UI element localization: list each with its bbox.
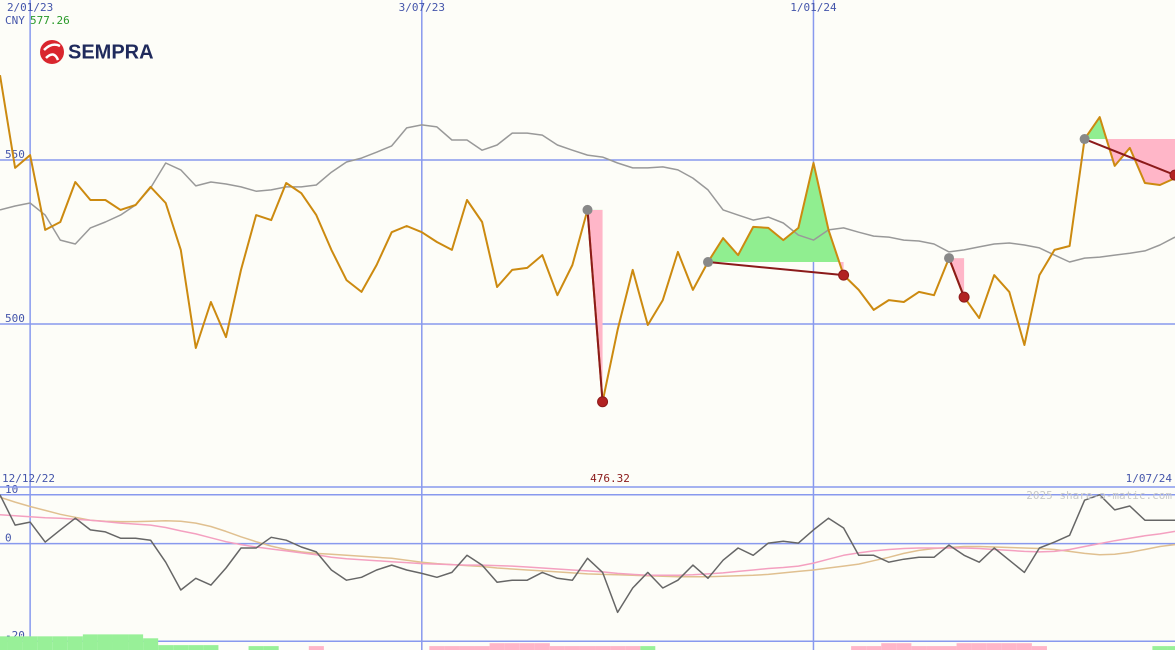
bar [429, 646, 445, 650]
bar [444, 646, 460, 650]
series-line [0, 496, 1175, 578]
signal-end [597, 396, 609, 408]
bar [595, 646, 611, 650]
y-tick-label: 10 [5, 483, 18, 496]
bar [564, 646, 580, 650]
bar [956, 643, 972, 650]
bar [158, 645, 174, 650]
x-tick-label: 3/07/23 [399, 1, 445, 14]
series-line [0, 514, 1175, 577]
bar [143, 638, 159, 650]
bar [188, 645, 204, 650]
last-price: 577.26 [30, 14, 70, 27]
bar [971, 643, 987, 650]
signal-line [1084, 138, 1175, 177]
signal-end [838, 269, 850, 281]
logo-icon [40, 40, 64, 64]
signal-start [944, 253, 955, 264]
bar [504, 643, 520, 650]
signal-fill-down [1084, 139, 1175, 185]
bar [308, 646, 324, 650]
signal-line [586, 209, 604, 402]
bar [37, 636, 53, 650]
series-line [0, 124, 1175, 263]
bar [851, 646, 867, 650]
end-date: 1/07/24 [1126, 472, 1173, 485]
y-tick-label: 500 [5, 312, 25, 325]
bar [519, 643, 535, 650]
signal-end [1169, 169, 1175, 181]
signal-start [703, 257, 714, 268]
bar [911, 646, 927, 650]
y-tick-label: 550 [5, 148, 25, 161]
bar [112, 634, 129, 650]
signal-start [582, 204, 593, 215]
bar [459, 646, 475, 650]
bar [534, 643, 550, 650]
bar [173, 645, 189, 650]
bar [866, 646, 882, 650]
signal-end [958, 291, 970, 303]
signal-fill-up [708, 162, 844, 263]
bar [926, 646, 942, 650]
logo-icon-mark [43, 43, 61, 61]
bar [97, 634, 113, 650]
bar [52, 636, 68, 650]
bar [986, 643, 1002, 650]
bar [128, 634, 144, 650]
series-line [0, 494, 1175, 614]
bar [474, 646, 490, 650]
bar [248, 646, 264, 650]
bar [941, 646, 957, 650]
y-tick-label: 0 [5, 532, 12, 545]
logo-text: SEMPRA [68, 41, 154, 63]
bar [896, 643, 912, 650]
signal-start [1079, 134, 1090, 145]
bar [489, 643, 505, 650]
bar [0, 636, 8, 650]
signal-line [707, 261, 844, 277]
logo: SEMPRA [40, 40, 154, 64]
bar [1152, 646, 1168, 650]
currency: CNY [5, 14, 25, 27]
bar [881, 643, 897, 650]
bar [7, 636, 23, 650]
start-date: 12/12/22 [2, 472, 55, 485]
bar [610, 646, 626, 650]
bar [640, 646, 656, 650]
signal-line [948, 257, 966, 298]
bar [1001, 643, 1017, 650]
bar [82, 634, 98, 650]
bar [549, 646, 565, 650]
bar [1031, 646, 1047, 650]
min-price: 476.32 [590, 472, 630, 485]
bar [203, 645, 219, 650]
watermark: 2025 share-a-matic.com [1026, 489, 1172, 502]
bar [1167, 646, 1175, 650]
bar [22, 636, 38, 650]
x-tick-label: 2/01/23 [7, 1, 53, 14]
bar [67, 636, 83, 650]
bar [1016, 643, 1032, 650]
bar [625, 646, 641, 650]
bar [263, 646, 279, 650]
x-tick-label: 1/01/24 [790, 1, 837, 14]
bar [579, 646, 596, 650]
